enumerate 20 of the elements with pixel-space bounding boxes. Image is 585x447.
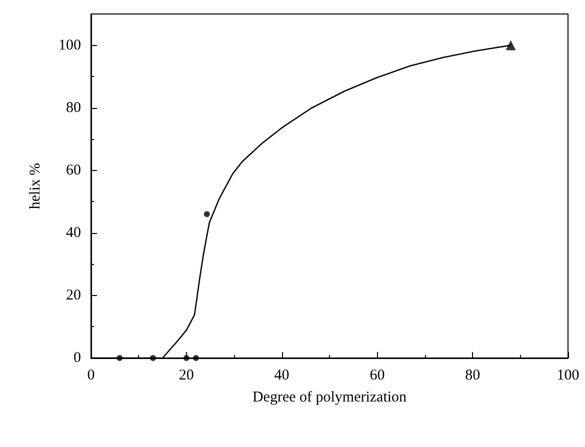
point <box>150 355 156 361</box>
y-tick-label: 0 <box>74 350 81 366</box>
point <box>506 40 516 50</box>
point <box>204 211 210 218</box>
y-tick-label: 60 <box>66 162 81 178</box>
y-tick-label: 80 <box>66 100 81 116</box>
x-tick-label: 40 <box>274 368 290 384</box>
x-tick-label: 100 <box>556 368 580 384</box>
y-axis-title: helix % <box>28 162 44 210</box>
point <box>116 355 123 361</box>
y-tick-label: 40 <box>66 224 81 241</box>
x-tick-label: 0 <box>87 368 95 384</box>
x-tick-label: 20 <box>178 368 194 384</box>
x-axis-title: Degree of polymerization <box>252 390 408 406</box>
point <box>183 355 190 361</box>
x-tick-label: 80 <box>465 368 480 384</box>
y-tick-label: 20 <box>66 287 81 304</box>
y-tick-label: 100 <box>58 37 81 54</box>
x-tick-label: 60 <box>370 368 385 384</box>
point <box>192 355 199 361</box>
